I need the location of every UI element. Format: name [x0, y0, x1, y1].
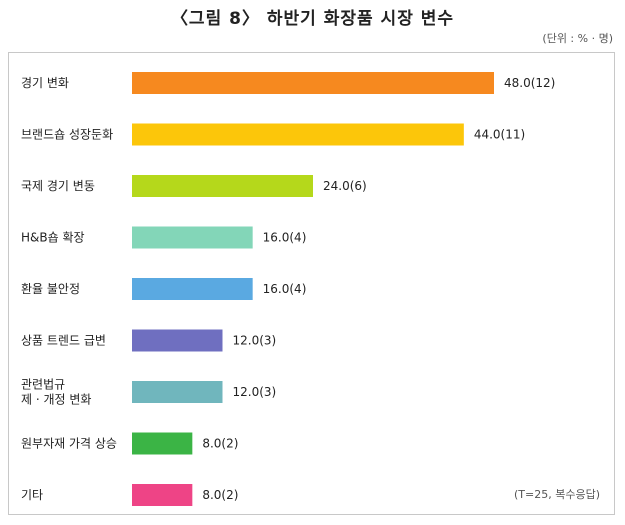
- category-label: 원부자재 가격 상승: [21, 437, 117, 451]
- category-label: 기타: [21, 488, 43, 502]
- value-label: 48.0(12): [504, 76, 555, 90]
- bar: [132, 175, 313, 197]
- category-label: 경기 변화: [21, 76, 69, 90]
- chart-title: 〈그림 8〉 하반기 화장품 시장 변수: [170, 9, 455, 29]
- category-label: 국제 경기 변동: [21, 179, 95, 193]
- bar: [132, 72, 494, 94]
- category-label: H&B숍 확장: [21, 231, 85, 245]
- category-label: 환율 불안정: [21, 282, 80, 296]
- value-label: 8.0(2): [202, 437, 238, 451]
- bar: [132, 484, 193, 506]
- value-label: 24.0(6): [323, 179, 367, 193]
- unit-note: (단위 : % · 명): [542, 32, 613, 45]
- value-label: 16.0(4): [263, 282, 307, 296]
- bar: [132, 329, 223, 352]
- category-label: 상품 트렌드 급변: [21, 334, 106, 348]
- value-label: 12.0(3): [233, 334, 277, 348]
- value-label: 8.0(2): [202, 488, 238, 502]
- category-label: 브랜드숍 성장둔화: [21, 128, 113, 142]
- bar: [132, 226, 253, 249]
- category-label: 관련법규 제 · 개정 변화: [21, 378, 91, 407]
- bar: [132, 123, 464, 146]
- sample-note: (T=25, 복수응답): [514, 488, 600, 501]
- value-label: 16.0(4): [263, 231, 307, 245]
- chart-frame: 경기 변화 48.0(12) 브랜드숍 성장둔화 44.0(11) 국제 경기 변동 24…: [8, 52, 615, 515]
- bar: [132, 278, 253, 300]
- bar: [132, 432, 193, 455]
- bar-chart: 경기 변화 48.0(12) 브랜드숍 성장둔화 44.0(11) 국제 경기 변동 24…: [21, 72, 555, 506]
- value-label: 12.0(3): [233, 385, 277, 399]
- bar: [132, 381, 223, 403]
- value-label: 44.0(11): [474, 128, 525, 142]
